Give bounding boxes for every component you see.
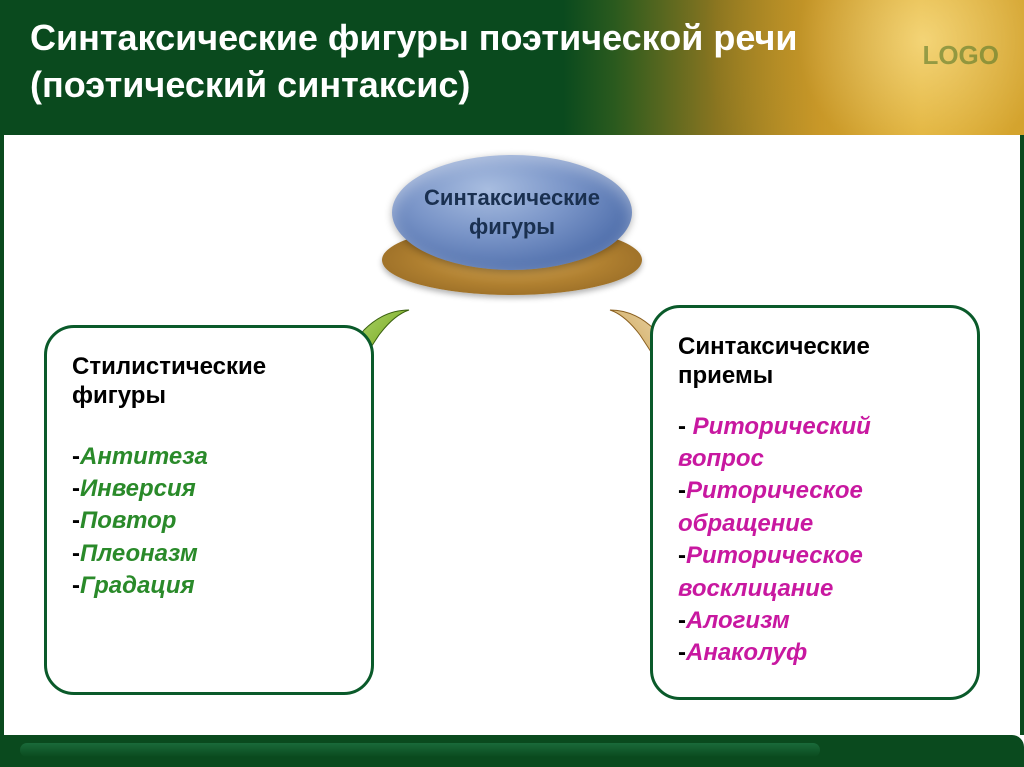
right-box-title: Синтаксические приемы (678, 333, 952, 391)
center-ellipse-node: Синтаксические фигуры (382, 155, 642, 295)
left-category-box: Стилистические фигуры -Антитеза -Инверси… (44, 325, 374, 695)
list-item: -Инверсия (72, 473, 346, 505)
slide-title: Синтаксические фигуры поэтической речи (… (30, 15, 994, 109)
list-item: -Антитеза (72, 441, 346, 473)
list-item: -Повтор (72, 505, 346, 537)
list-item: -Риторическое восклицание (678, 540, 952, 605)
list-item: -Анаколуф (678, 637, 952, 669)
center-node-label: Синтаксические фигуры (392, 184, 632, 241)
left-box-title: Стилистические фигуры (72, 353, 346, 411)
slide-header: LOGO Синтаксические фигуры поэтической р… (0, 0, 1024, 135)
list-item: -Градация (72, 570, 346, 602)
slide-content: Синтаксические фигуры (0, 135, 1024, 735)
list-item: -Риторическое обращение (678, 475, 952, 540)
list-item: -Плеоназм (72, 538, 346, 570)
ellipse-main: Синтаксические фигуры (392, 155, 632, 270)
list-item: - Риторический вопрос (678, 411, 952, 476)
right-category-box: Синтаксические приемы - Риторический воп… (650, 305, 980, 700)
footer-accent (20, 743, 820, 757)
footer-bar (0, 735, 1024, 767)
list-item: -Алогизм (678, 605, 952, 637)
